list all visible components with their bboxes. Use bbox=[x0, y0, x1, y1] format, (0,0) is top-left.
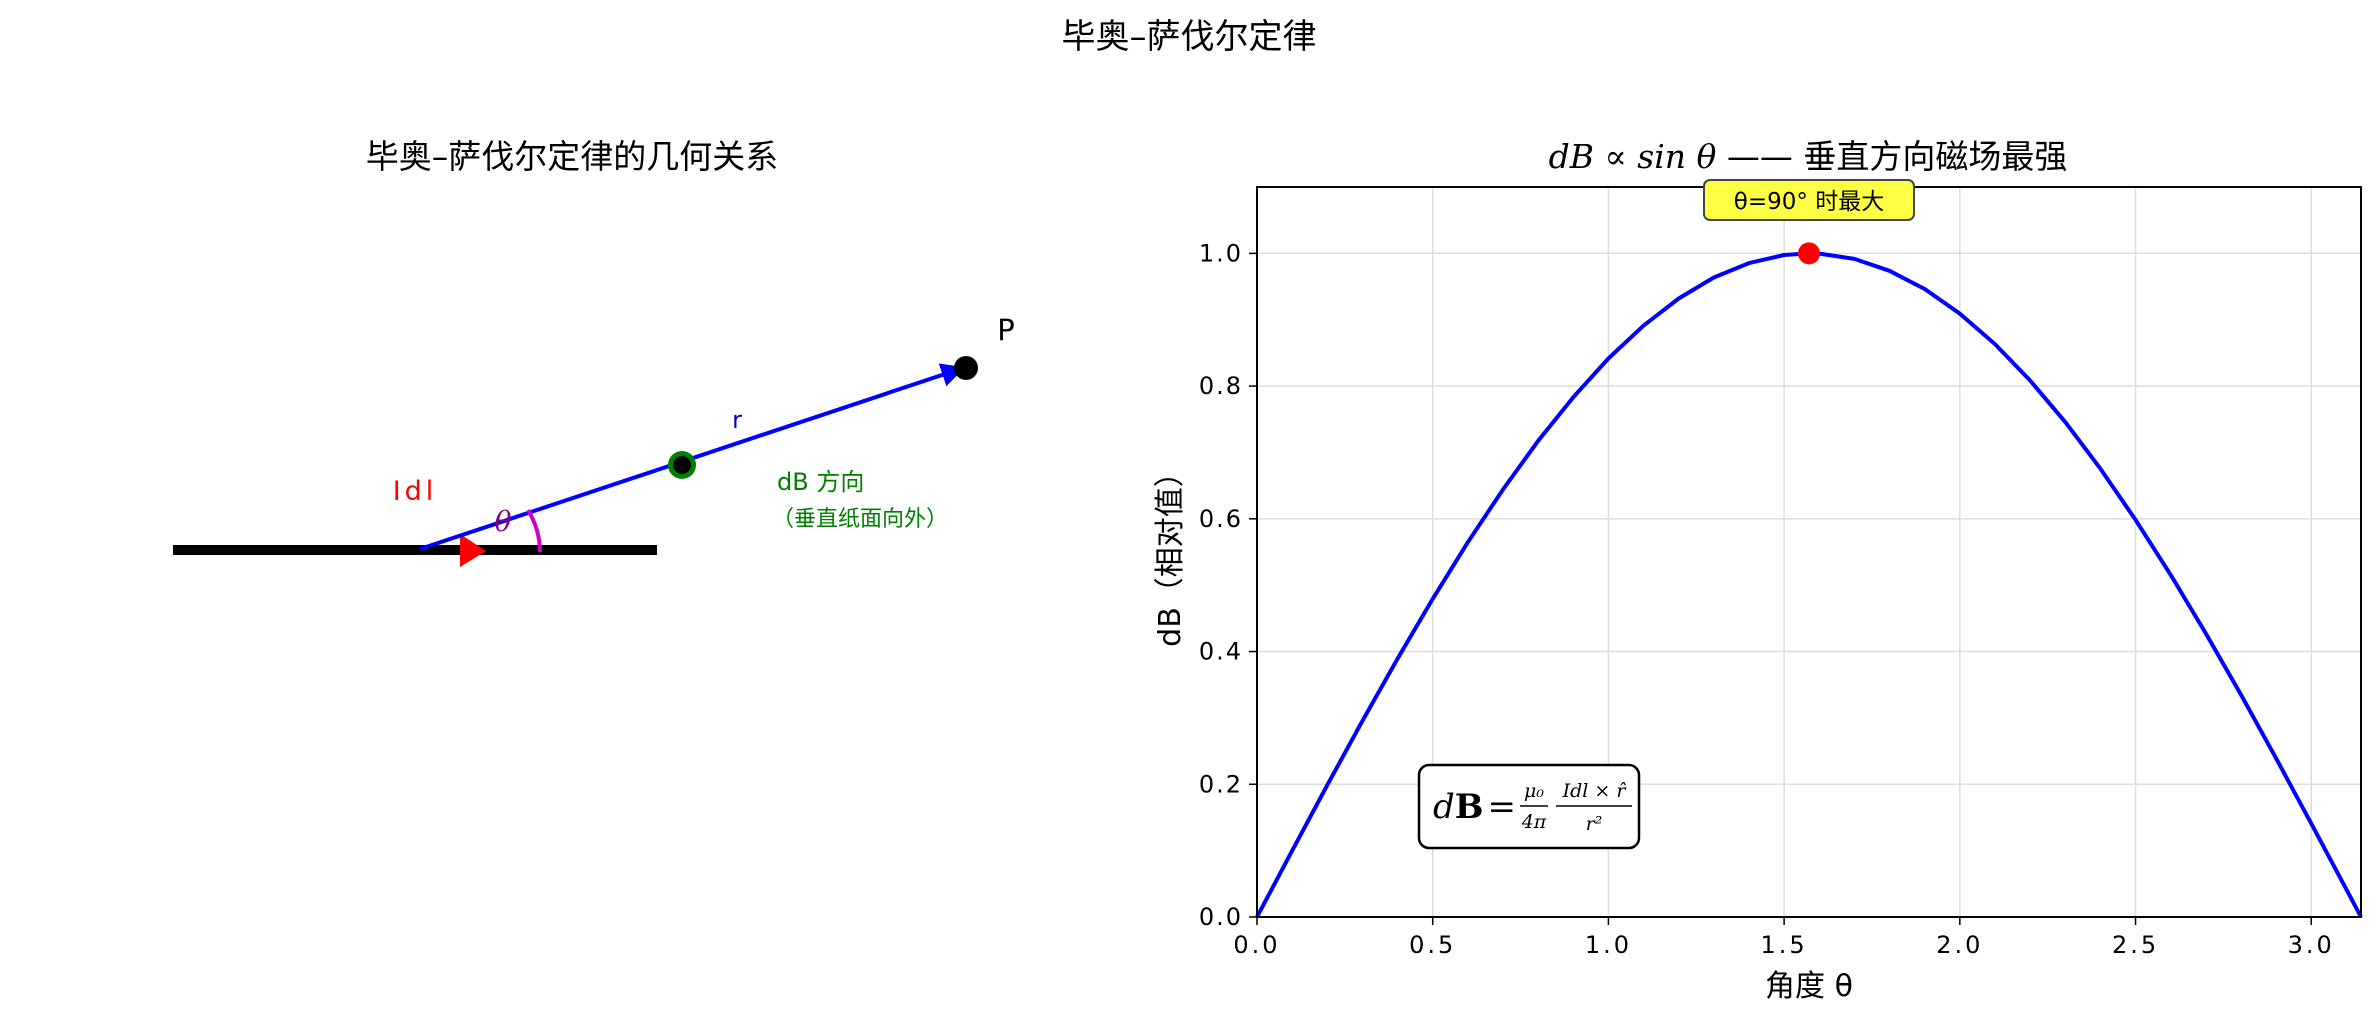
x-tick-label: 2.5 bbox=[2112, 931, 2159, 959]
formula-lhs: dB = bbox=[1433, 787, 1516, 827]
current-direction-arrow bbox=[460, 534, 486, 567]
y-tick-label: 0.8 bbox=[1199, 372, 1243, 400]
chart-title-text: —— 垂直方向磁场最强 bbox=[1716, 137, 2067, 176]
max-point-marker bbox=[1798, 242, 1821, 265]
x-tick-label: 1.0 bbox=[1585, 931, 1632, 959]
sin-chart: dB ∝ sin θ —— 垂直方向磁场最强 0.0 0.5 1.0 1.5 2.0 2.… bbox=[1153, 137, 2363, 1004]
left-panel: 毕奥–萨伐尔定律的几何关系 Idl r θ dB 方向 （垂直纸面向外） P bbox=[173, 137, 1015, 567]
y-tick-label: 0.0 bbox=[1199, 903, 1243, 931]
angle-theta-label: θ bbox=[495, 505, 512, 538]
figure-suptitle: 毕奥–萨伐尔定律 bbox=[1062, 17, 1317, 57]
x-tick-label: 0.5 bbox=[1409, 931, 1456, 959]
formula-den2: r² bbox=[1586, 813, 1603, 835]
chart-series bbox=[1255, 242, 2363, 918]
chart-ticks: 0.0 0.5 1.0 1.5 2.0 2.5 3.0 0.0 0.2 0.4 0.6 0.8 1.0 bbox=[1199, 239, 2335, 959]
db-direction-note: （垂直纸面向外） bbox=[772, 507, 948, 532]
y-tick-label: 0.4 bbox=[1199, 638, 1243, 666]
y-axis-label: dB（相对值） bbox=[1153, 457, 1188, 647]
chart-title-math: dB ∝ sin θ bbox=[1549, 137, 1717, 176]
current-element-label: Idl bbox=[393, 476, 438, 507]
formula-num1: μ₀ bbox=[1524, 780, 1544, 802]
chart-title: dB ∝ sin θ —— 垂直方向磁场最强 bbox=[1549, 137, 2068, 176]
max-annotation-text: θ=90° 时最大 bbox=[1734, 189, 1884, 215]
formula-num2: Idl × r̂ bbox=[1562, 780, 1628, 802]
db-direction-label: dB 方向 bbox=[777, 468, 864, 496]
formula-eq: = bbox=[1488, 787, 1517, 827]
r-vector-label: r bbox=[732, 406, 742, 434]
point-p-label: P bbox=[997, 313, 1015, 347]
y-tick-label: 0.6 bbox=[1199, 505, 1243, 533]
point-p-marker bbox=[954, 356, 978, 380]
x-axis-label: 角度 θ bbox=[1765, 969, 1853, 1004]
y-tick-label: 0.2 bbox=[1199, 770, 1243, 798]
y-tick-label: 1.0 bbox=[1199, 239, 1243, 267]
x-tick-label: 3.0 bbox=[2288, 931, 2335, 959]
formula-B: B bbox=[1455, 787, 1484, 827]
x-tick-label: 0.0 bbox=[1233, 931, 1280, 959]
formula-d: d bbox=[1433, 787, 1455, 827]
formula-box: dB = μ₀ 4π Idl × r̂ r² bbox=[1417, 763, 1641, 850]
angle-arc bbox=[526, 508, 542, 553]
x-tick-label: 2.0 bbox=[1936, 931, 1983, 959]
x-tick-label: 1.5 bbox=[1761, 931, 1808, 959]
left-panel-title: 毕奥–萨伐尔定律的几何关系 bbox=[366, 137, 779, 176]
db-direction-dot bbox=[673, 456, 691, 474]
formula-den1: 4π bbox=[1521, 811, 1547, 833]
max-annotation: θ=90° 时最大 bbox=[1703, 179, 1915, 221]
